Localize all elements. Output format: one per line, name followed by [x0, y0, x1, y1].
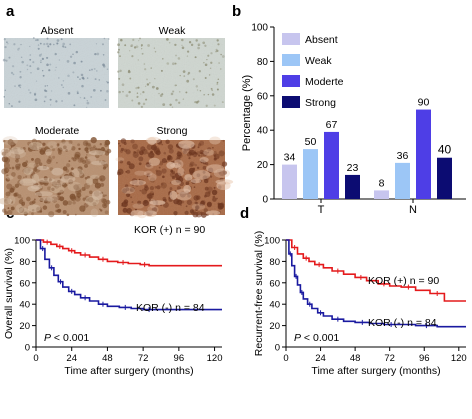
x-tick-label: T [318, 204, 325, 216]
y-tick-label: 0 [262, 195, 268, 206]
micrograph-label: Strong [157, 125, 188, 137]
x-tick-label: 48 [350, 353, 361, 364]
micrograph-image [2, 37, 110, 109]
y-tick-label: 100 [14, 236, 30, 247]
x-tick-label: N [409, 204, 417, 216]
bar-value-label: 36 [397, 150, 409, 162]
bar [374, 190, 389, 199]
bar-chart: 0 20 40 60 80 100 Percentage (%) 34 50 67 23 T 8 36 90… [241, 23, 466, 216]
bar-value-label: 34 [284, 152, 296, 164]
y-tick-label: 80 [19, 257, 30, 268]
legend-label: Absent [305, 34, 338, 46]
bar [345, 174, 360, 199]
bar-value-label: 67 [326, 119, 338, 131]
y-tick-label: 20 [269, 321, 280, 332]
y-tick-label: 40 [269, 300, 280, 311]
bar [282, 164, 297, 199]
p-value-annotation: P < 0.001 [294, 332, 339, 344]
micrograph-image [0, 136, 112, 218]
x-tick-label: 72 [138, 353, 149, 364]
x-tick-label: 48 [102, 353, 113, 364]
legend-swatch [282, 75, 300, 87]
panel-letter-b: b [232, 3, 241, 20]
legend-label: Weak [305, 55, 332, 67]
bar-value-label: 23 [347, 162, 359, 174]
x-tick-label: 120 [451, 353, 467, 364]
x-tick-label: 120 [207, 353, 223, 364]
x-tick-label: 72 [384, 353, 395, 364]
series-label: KOR (+) n = 90 [368, 275, 439, 287]
series-label: KOR (-) n = 84 [368, 317, 437, 329]
y-tick-label: 60 [19, 278, 30, 289]
survival-curve [286, 239, 466, 302]
y-tick-label: 80 [269, 257, 280, 268]
x-tick-label: 0 [33, 353, 38, 364]
legend-label: Moderte [305, 76, 344, 88]
x-tick-label: 24 [315, 353, 326, 364]
y-tick-label: 80 [257, 57, 269, 68]
y-tick-label: 0 [275, 343, 280, 354]
y-axis-title: Percentage (%) [241, 75, 253, 151]
legend-swatch [282, 96, 300, 108]
x-tick-label: 0 [283, 353, 288, 364]
bar [416, 109, 431, 199]
y-axis-title: Recurrent-free survival (%) [253, 231, 265, 356]
x-tick-label: 24 [66, 353, 77, 364]
x-tick-label: 96 [174, 353, 185, 364]
bar-value-label: 8 [379, 177, 385, 189]
legend-swatch [282, 54, 300, 66]
micrograph-label: Weak [159, 25, 186, 37]
y-axis-title: Overall survival (%) [3, 248, 15, 339]
micrograph-label: Moderate [35, 125, 80, 137]
y-tick-label: 60 [269, 278, 280, 289]
y-tick-label: 20 [257, 160, 269, 171]
y-tick-label: 40 [257, 126, 269, 137]
panel-letter-d: d [240, 205, 249, 222]
y-tick-label: 100 [251, 23, 268, 34]
y-tick-label: 20 [19, 321, 30, 332]
bar [303, 149, 318, 199]
bar [395, 162, 410, 199]
p-value-annotation: P < 0.001 [44, 332, 89, 344]
survival-curve [36, 239, 222, 267]
series-label: KOR (-) n = 84 [136, 302, 205, 314]
y-tick-label: 0 [25, 343, 30, 354]
micrograph-texture [4, 38, 109, 108]
y-tick-label: 40 [19, 300, 30, 311]
micrograph-texture [118, 38, 225, 108]
micrograph-image [115, 136, 234, 219]
panel-letter-a: a [6, 3, 15, 20]
series-label: KOR (+) n = 90 [134, 224, 205, 236]
micrograph-texture [118, 140, 225, 215]
micrograph-texture [4, 140, 109, 215]
y-tick-label: 100 [264, 236, 280, 247]
y-tick-label: 60 [257, 91, 269, 102]
survival-curve [286, 239, 466, 328]
bar [324, 131, 339, 199]
bar-value-label: 50 [305, 136, 317, 148]
survival-curve [36, 239, 222, 311]
bar-value-label: 90 [418, 97, 430, 109]
legend-swatch [282, 33, 300, 45]
legend-label: Strong [305, 97, 336, 109]
x-tick-label: 96 [419, 353, 430, 364]
recurrence-free-survival-chart: 0 20 40 60 80 100 0 24 48 72 96 120 Time after surge… [253, 231, 467, 377]
bar-value-label: 40 [438, 143, 452, 157]
bar [437, 157, 452, 199]
x-axis-title: Time after surgery (months) [311, 365, 440, 377]
micrograph-panel: Absent Weak Moderate Strong [0, 25, 234, 219]
micrograph-label: Absent [41, 25, 74, 37]
overall-survival-chart: 0 20 40 60 80 100 0 24 48 72 96 120 Time after surge… [3, 224, 222, 377]
x-axis-title: Time after surgery (months) [64, 365, 193, 377]
micrograph-image [117, 37, 225, 109]
